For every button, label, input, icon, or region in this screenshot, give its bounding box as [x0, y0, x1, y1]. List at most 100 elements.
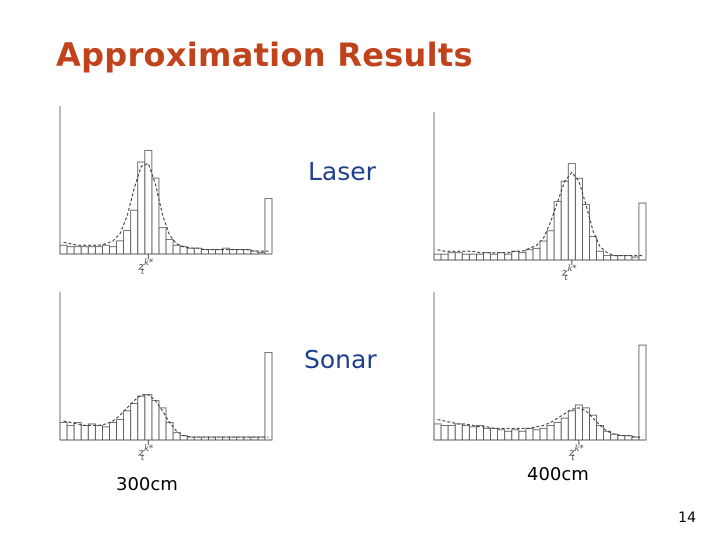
histogram-bar: [440, 424, 449, 441]
histogram-laser-300cm: zk* t: [56, 104, 276, 274]
histogram-bar: [483, 427, 491, 441]
laser-label: Laser: [308, 157, 376, 186]
histogram-bar: [624, 435, 633, 441]
histogram-bar: [454, 423, 463, 441]
histogram-bar: [144, 394, 153, 441]
histogram-bar: [504, 253, 513, 261]
histogram-bar: [87, 246, 96, 255]
histogram-bar: [165, 238, 174, 255]
histogram-bar: [560, 417, 569, 441]
histogram-bar: [264, 352, 273, 441]
histogram-bar: [518, 430, 527, 441]
histogram-bar: [109, 422, 117, 441]
peak-marker-label: zk* t: [137, 444, 153, 460]
histogram-bar: [94, 246, 103, 255]
histogram-bar: [532, 429, 541, 441]
distance-label-400cm: 400cm: [527, 464, 589, 485]
histogram-bar: [264, 198, 273, 255]
histogram-bar: [589, 414, 597, 441]
histogram-bar: [94, 424, 103, 441]
histogram-bar: [461, 424, 470, 441]
histogram-bar: [518, 252, 527, 261]
histogram-bar: [102, 244, 110, 255]
histogram-bar: [610, 255, 619, 261]
histogram-bar: [589, 236, 597, 261]
histogram-bar: [567, 163, 576, 261]
histogram-bar: [66, 424, 75, 441]
histogram-bar: [116, 240, 124, 255]
histogram-bar: [553, 422, 562, 441]
histogram-bar: [638, 202, 647, 261]
histogram-bar: [603, 255, 612, 261]
histogram-bar: [490, 253, 498, 261]
page-number: 14: [678, 510, 696, 526]
histogram-bar: [222, 247, 230, 255]
peak-marker-label: zk* t: [561, 264, 577, 280]
histogram-bar: [497, 252, 506, 261]
histogram-bar: [207, 249, 216, 255]
histogram-bar: [624, 255, 633, 261]
histogram-bar: [596, 250, 604, 261]
histogram-bar: [151, 400, 160, 441]
histogram-bar: [454, 252, 463, 261]
histogram-bar: [144, 149, 153, 255]
histogram-bar: [617, 435, 626, 441]
histogram-bar: [504, 430, 513, 441]
histogram-bar: [151, 177, 160, 255]
peak-marker-label: zk* t: [137, 258, 153, 274]
fit-curve: [63, 394, 269, 438]
histogram-bar: [525, 427, 534, 441]
histogram-bar: [461, 253, 470, 261]
histogram-bar: [200, 249, 209, 255]
histogram-bar: [257, 252, 266, 255]
histogram-bar: [546, 230, 555, 261]
histogram-bar: [236, 249, 245, 255]
fit-curve: [437, 407, 643, 438]
histogram-sonar-300cm: zk* t: [56, 290, 276, 460]
histogram-bar: [73, 422, 82, 441]
histogram-bar: [617, 255, 626, 261]
histogram-bar: [158, 227, 167, 255]
histogram-bar: [137, 161, 146, 255]
histogram-laser-400cm: zk* t: [430, 110, 650, 280]
histogram-bar: [497, 429, 506, 441]
fit-curve: [63, 162, 269, 252]
histogram-bar: [447, 424, 456, 441]
histogram-bar: [172, 244, 181, 255]
histogram-bar: [243, 249, 252, 255]
histogram-bar: [476, 424, 484, 441]
histogram-bar: [440, 253, 449, 261]
histogram-bar: [539, 427, 548, 441]
histogram-bar: [567, 410, 576, 441]
histogram-bar: [215, 249, 223, 255]
histogram-bar: [66, 246, 75, 255]
fit-curve: [437, 171, 643, 257]
distance-label-300cm: 300cm: [116, 474, 178, 495]
histogram-bar: [179, 435, 188, 441]
histogram-bar: [468, 253, 477, 261]
histogram-bar: [525, 249, 534, 261]
histogram-bar: [553, 201, 562, 261]
histogram-bar: [539, 240, 548, 261]
histogram-bar: [80, 246, 89, 255]
histogram-bar: [610, 433, 619, 441]
histogram-bar: [511, 250, 520, 261]
histogram-bar: [546, 424, 555, 441]
histogram-bar: [179, 246, 188, 255]
histogram-bar: [172, 432, 181, 441]
histogram-bar: [574, 177, 583, 261]
histogram-bar: [73, 246, 82, 255]
histogram-bar: [447, 252, 456, 261]
histogram-bar: [532, 247, 541, 261]
histogram-bar: [483, 252, 491, 261]
peak-marker-label: zk* t: [568, 444, 584, 460]
histogram-bar: [116, 419, 124, 441]
histogram-bar: [59, 422, 68, 441]
histogram-bar: [193, 247, 202, 255]
histogram-bar: [186, 247, 195, 255]
histogram-bar: [137, 395, 146, 441]
histogram-bar: [123, 230, 132, 255]
histogram-bar: [560, 180, 569, 261]
histogram-bar: [80, 424, 89, 441]
histogram-bar: [433, 253, 442, 261]
